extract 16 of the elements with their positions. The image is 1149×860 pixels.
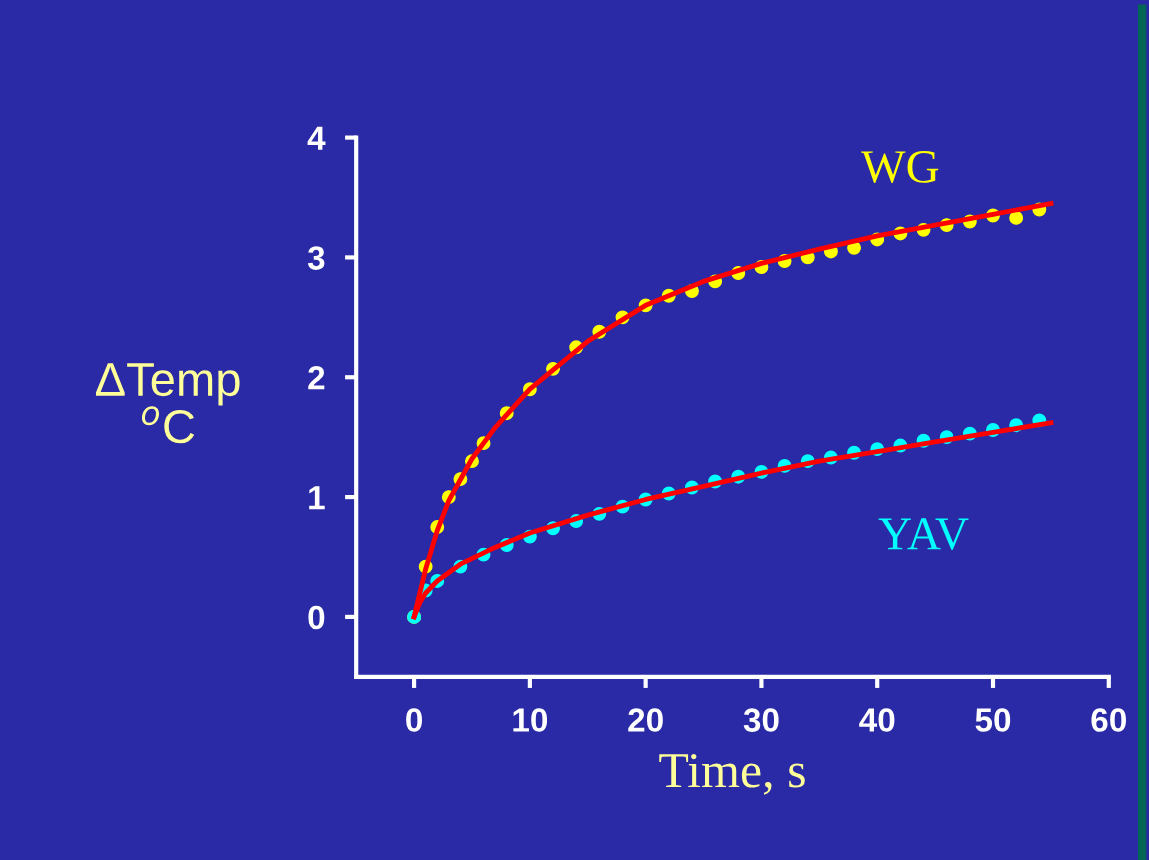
y-tick-label: 3 — [307, 246, 325, 270]
y-tick-label: 1 — [309, 486, 325, 510]
x-tick-label: 30 — [743, 708, 779, 732]
x-tick-label: 10 — [513, 708, 548, 732]
x-tick-label: 60 — [1091, 708, 1126, 732]
series-label: YAV — [878, 518, 969, 551]
y-tick-label: 2 — [308, 366, 325, 390]
y-tick-label: 4 — [307, 126, 326, 150]
x-axis-title: Time, s — [659, 753, 805, 795]
x-tick-label: 0 — [406, 708, 422, 732]
series-label: WG — [861, 151, 939, 184]
y-axis-title: ΔTemp $^{o}$C — [95, 363, 240, 444]
y-tick-label: 0 — [308, 605, 325, 630]
x-tick-label: 40 — [859, 708, 895, 732]
x-tick-label: 20 — [628, 708, 663, 732]
x-tick-label: 50 — [975, 708, 1011, 732]
